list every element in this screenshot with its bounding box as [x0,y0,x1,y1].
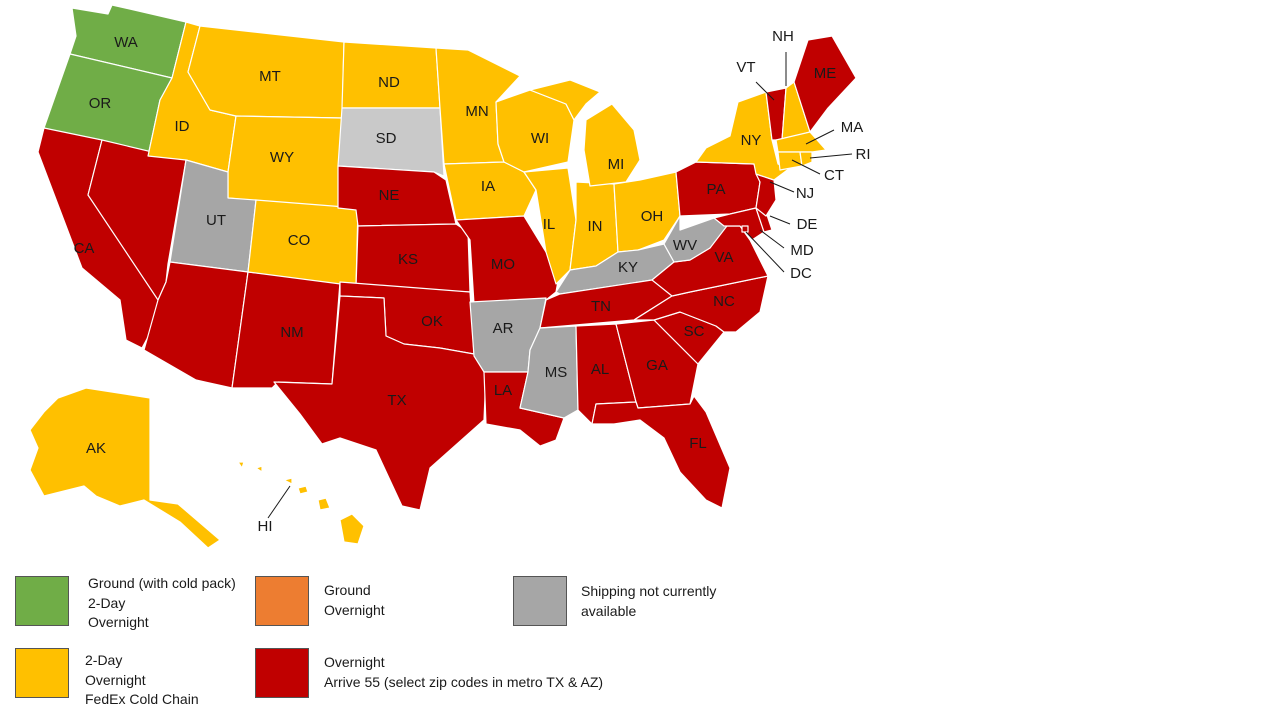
state-FL[interactable] [591,395,731,509]
state-MD[interactable] [713,207,765,241]
state-SD[interactable] [337,107,445,177]
state-HI[interactable] [237,461,365,545]
label-MA: MA [841,119,864,136]
label-CO: CO [288,232,311,249]
label-PA: PA [707,181,726,198]
legend-swatch-gray [513,576,567,626]
label-TN: TN [591,298,611,315]
us-shipping-map: WA OR CA ID MT WY UT CO NM ND SD NE KS O… [29,4,871,549]
legend-swatch-yellow [15,648,69,698]
label-MI: MI [608,156,625,173]
legend-text-yellow: 2-Day Overnight FedEx Cold Chain [85,652,199,707]
label-DC: DC [790,265,812,282]
label-NH: NH [772,28,794,45]
label-AR: AR [493,320,514,337]
legend-text-gray: Shipping not currently available [581,583,717,619]
state-NJ[interactable] [755,173,777,217]
label-WI: WI [531,130,549,147]
legend-swatch-orange [255,576,309,626]
legend-text-green: Ground (with cold pack) 2-Day Overnight [88,575,236,630]
state-RI[interactable] [799,151,813,167]
label-OR: OR [89,95,112,112]
label-CT: CT [824,167,844,184]
label-WA: WA [114,34,138,51]
legend-text-orange: Ground Overnight [324,582,385,618]
label-NM: NM [280,324,303,341]
legend-text-red: Overnight Arrive 55 (select zip codes in… [324,654,604,690]
label-CA: CA [74,240,95,257]
label-MO: MO [491,256,515,273]
state-CT[interactable] [777,151,803,171]
label-KY: KY [618,259,638,276]
label-RI: RI [856,146,871,163]
label-FL: FL [689,435,707,452]
label-VA: VA [715,249,734,266]
label-LA: LA [494,382,512,399]
state-NY[interactable] [695,91,791,181]
label-NC: NC [713,293,735,310]
label-IN: IN [588,218,603,235]
label-AL: AL [591,361,609,378]
label-ID: ID [175,118,190,135]
label-MS: MS [545,364,568,381]
label-IL: IL [543,216,556,233]
label-WV: WV [673,237,697,254]
label-IA: IA [481,178,495,195]
state-KS[interactable] [355,223,471,293]
label-MD: MD [790,242,813,259]
leader-lines [267,52,853,519]
label-GA: GA [646,357,668,374]
label-SC: SC [684,323,705,340]
label-VT: VT [736,59,755,76]
label-TX: TX [387,392,406,409]
state-TX[interactable] [273,295,487,511]
label-ME: ME [814,65,837,82]
state-IL[interactable] [523,167,577,285]
label-OK: OK [421,313,443,330]
label-OH: OH [641,208,664,225]
legend-swatch-red [255,648,309,698]
label-NJ: NJ [796,185,814,202]
label-NE: NE [379,187,400,204]
label-NY: NY [741,132,762,149]
label-UT: UT [206,212,226,229]
label-MN: MN [465,103,488,120]
state-DC[interactable] [741,225,749,233]
state-MI[interactable] [529,79,641,187]
label-DE: DE [797,216,818,233]
state-AK[interactable] [29,387,221,549]
label-KS: KS [398,251,418,268]
legend-swatch-green [15,576,69,626]
label-ND: ND [378,74,400,91]
label-HI: HI [258,518,273,535]
label-SD: SD [376,130,397,147]
label-AK: AK [86,440,106,457]
state-MA[interactable] [775,131,827,153]
state-labels: WA OR CA ID MT WY UT CO NM ND SD NE KS O… [74,28,871,535]
label-MT: MT [259,68,281,85]
label-WY: WY [270,149,294,166]
